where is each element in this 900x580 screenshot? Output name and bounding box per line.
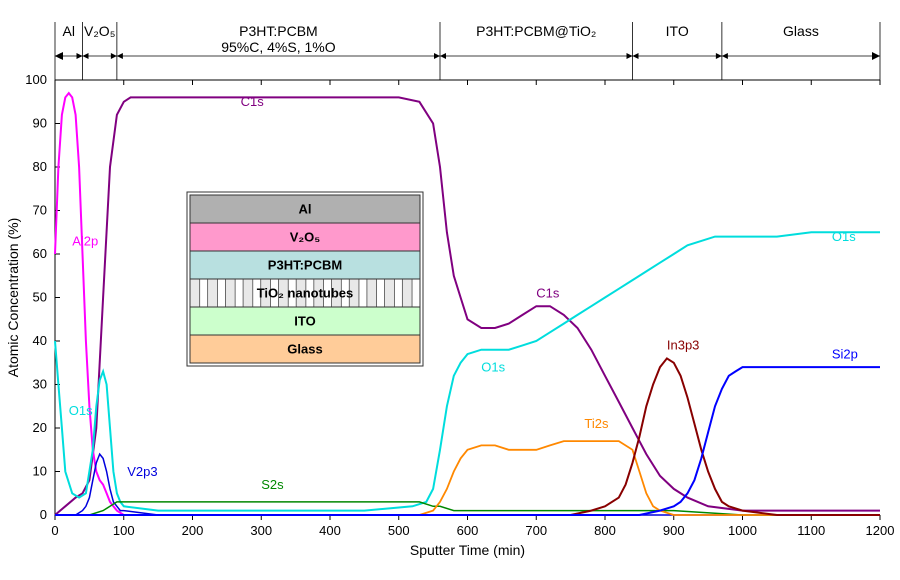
region-arrow [633,53,639,59]
y-tick-label: 50 [33,290,47,305]
region-label: P3HT:PCBM [239,23,318,39]
x-tick-label: 1000 [728,523,757,538]
series-label-In3p3: In3p3 [667,338,700,353]
inset-nanotube [225,279,235,307]
series-label-Si2p: Si2p [832,346,858,361]
x-tick-label: 1200 [866,523,895,538]
y-tick-label: 0 [40,507,47,522]
series-label-Ti2s: Ti2s [584,416,609,431]
region-label: P3HT:PCBM@TiO₂ [476,23,596,39]
series-Ti2s [55,441,880,515]
region-arrow [83,53,89,59]
x-tick-label: 1100 [797,523,825,538]
inset-layer-label: Al [299,201,312,216]
region-label: V₂O₅ [84,23,115,39]
inset-nanotube [402,279,412,307]
series-Si2p [55,367,880,515]
series-label3-O1s: O1s [832,229,856,244]
region-arrow [117,53,123,59]
inset-nanotube [385,279,395,307]
region-sublabel: 95%C, 4%S, 1%O [221,39,335,55]
series-label-C1s: C1s [241,94,265,109]
x-tick-label: 800 [594,523,616,538]
series-label2-C1s: C1s [536,286,560,301]
inset-layer-label: V₂O₅ [290,229,321,244]
region-arrow [111,53,117,59]
y-tick-label: 70 [33,203,47,218]
series-Al2p [55,93,193,515]
series-In3p3 [55,358,880,515]
xps-depth-profile-chart: 0100200300400500600700800900100011001200… [0,0,900,580]
y-tick-label: 30 [33,377,47,392]
region-arrow [55,53,61,59]
y-tick-label: 40 [33,333,47,348]
series-V2p3 [55,454,880,515]
region-arrow [77,53,83,59]
x-tick-label: 100 [113,523,135,538]
inset-nanotube [243,279,253,307]
x-tick-label: 500 [388,523,410,538]
x-tick-label: 200 [182,523,204,538]
y-tick-label: 10 [33,464,47,479]
series-label-V2p3: V2p3 [127,464,157,479]
region-arrow [434,53,440,59]
x-tick-label: 0 [51,523,58,538]
region-label: Glass [783,23,819,39]
y-tick-label: 80 [33,159,47,174]
series-label-Al2p: Al2p [72,233,98,248]
y-axis-label: Atomic Concentration (%) [5,218,21,378]
y-tick-label: 90 [33,116,47,131]
region-arrow [627,53,633,59]
y-tick-label: 100 [25,72,47,87]
inset-layer-label: ITO [294,313,315,328]
series-O1s [55,232,880,510]
x-tick-label: 900 [663,523,685,538]
y-tick-label: 60 [33,246,47,261]
inset-nanotube [190,279,200,307]
inset-nanotube [367,279,377,307]
x-tick-label: 700 [525,523,547,538]
inset-layer-label: P3HT:PCBM [268,257,342,272]
x-tick-label: 600 [457,523,479,538]
region-arrow [722,53,728,59]
x-tick-label: 400 [319,523,341,538]
inset-nanotube [208,279,218,307]
series-label2-O1s: O1s [481,359,505,374]
series-C1s [55,97,880,515]
series-label-O1s: O1s [69,403,93,418]
x-axis-label: Sputter Time (min) [410,542,525,558]
region-label: ITO [666,23,689,39]
x-tick-label: 300 [250,523,272,538]
series-label-S2s: S2s [261,477,284,492]
region-arrow [440,53,446,59]
y-tick-label: 20 [33,420,47,435]
chart-svg: 0100200300400500600700800900100011001200… [0,0,900,580]
inset-layer-label: Glass [287,341,322,356]
region-arrow [716,53,722,59]
region-label: Al [63,23,75,39]
region-arrow-right [872,52,880,60]
inset-layer-label: TiO₂ nanotubes [257,285,354,300]
